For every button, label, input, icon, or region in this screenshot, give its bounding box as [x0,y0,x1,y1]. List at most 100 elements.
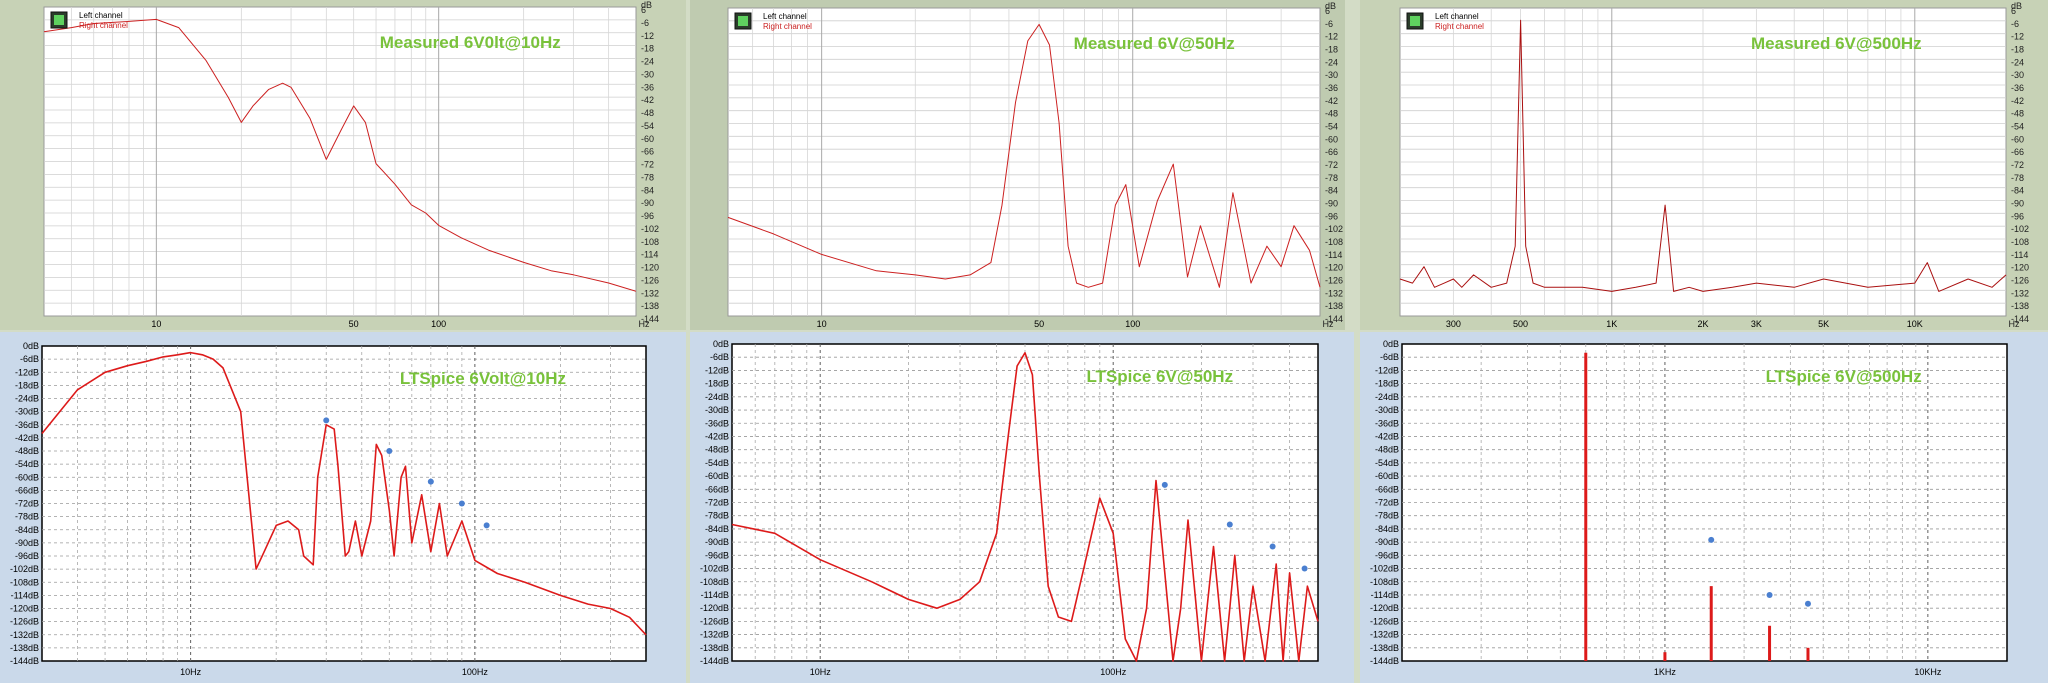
y-unit-label: dB [641,0,652,10]
y-tick-label: -120dB [700,603,729,613]
marker-point [1804,600,1811,607]
legend-right-channel: Right channel [763,22,812,31]
y-tick-label: -108dB [700,577,729,587]
y-tick-label: -30 [641,69,654,79]
y-tick-label: -84 [641,185,654,195]
y-tick-label: -102dB [700,564,729,574]
y-tick-label: -18dB [705,379,729,389]
y-tick-label: -114 [1325,250,1342,260]
y-unit-label: dB [1325,1,1336,11]
y-tick-label: -36 [641,82,654,92]
chart-panel-ltspice-50hz: 0dB -6dB -12dB -18dB -24dB -30dB -36dB -42dB -48… [690,332,1354,683]
y-tick-label: -54 [1325,122,1338,132]
y-tick-label: -54dB [15,459,39,469]
x-tick-label: 50 [349,319,359,329]
y-tick-label: -24 [1325,57,1338,67]
y-tick-label: -48dB [15,446,39,456]
y-tick-label: -36 [2011,83,2024,93]
y-tick-label: -6dB [710,352,729,362]
y-tick-label: -96 [641,211,654,221]
chart-measured-500hz: 6 -6 -12 -18 -24 -30 -36 -42 -48 -54 -60 -66 -72 -78 -… [1399,1,2029,329]
y-tick-label: -66 [1325,147,1338,157]
y-tick-label: -132 [1325,288,1343,298]
y-tick-label: -120 [2011,263,2029,273]
y-tick-label: -36dB [1375,418,1399,428]
y-tick-label: -90 [1325,199,1338,209]
y-tick-label: -96 [2011,211,2024,221]
x-tick-label: 10Hz [180,667,202,677]
y-tick-label: -36 [1325,83,1338,93]
y-tick-label: -114dB [701,590,729,600]
y-tick-label: -120 [1325,263,1343,273]
chart-ltspice-500hz: 0dB -6dB -12dB -18dB -24dB -30dB -36dB -42dB -48… [1370,339,2008,677]
y-tick-label: -84dB [705,524,729,534]
chart-title: Measured 6V@500Hz [1751,34,1922,53]
y-tick-label: -12dB [1375,365,1399,375]
y-tick-label: -126dB [700,616,729,626]
y-tick-label: -102 [2011,224,2029,234]
x-tick-label: 2K [1697,319,1708,329]
y-tick-label: -42 [1325,96,1338,106]
y-tick-label: 0dB [23,341,39,351]
y-tick-label: -30dB [705,405,729,415]
y-tick-label: -108 [1325,237,1343,247]
y-tick-label: -6 [2011,19,2019,29]
x-tick-label: 10 [817,319,827,329]
y-tick-label: -36dB [705,418,729,428]
y-tick-label: -84dB [1375,524,1399,534]
y-tick-label: -120dB [10,604,39,614]
legend-left-channel: Left channel [1435,12,1479,21]
y-tick-label: -78 [1325,173,1338,183]
x-tick-label: 10 [151,319,161,329]
y-tick-label: -132dB [700,630,729,640]
x-tick-label: 1K [1606,319,1617,329]
x-tick-label: 3K [1751,319,1762,329]
y-tick-label: -24 [2011,57,2024,67]
legend-icon-screen [54,15,64,25]
y-tick-label: -138 [641,301,659,311]
y-tick-label: -114dB [1371,590,1399,600]
y-tick-label: -138dB [700,643,729,653]
x-tick-label: 1KHz [1654,667,1677,677]
y-tick-label: -96dB [705,550,729,560]
y-tick-label: -72 [2011,160,2024,170]
y-tick-label: -66 [641,147,654,157]
y-tick-label: -30 [2011,70,2024,80]
chart-title: Measured 6V0lt@10Hz [380,33,561,52]
x-tick-label: 10KHz [1914,667,1942,677]
chart-panel-measured-50hz: 6 -6 -12 -18 -24 -30 -36 -42 -48 -54 -60 -66 -72 -78 -… [690,0,1345,330]
marker-point [323,417,330,424]
chart-panel-ltspice-500hz: 0dB -6dB -12dB -18dB -24dB -30dB -36dB -42dB -48… [1360,332,2048,683]
y-tick-label: -144 [2011,314,2029,324]
y-tick-label: -12dB [15,367,39,377]
y-tick-label: -48dB [705,445,729,455]
y-tick-label: -72 [1325,160,1338,170]
y-tick-label: -66dB [705,484,729,494]
chart-title: LTSpice 6V@50Hz [1086,367,1233,386]
y-tick-label: -90 [2011,199,2024,209]
y-tick-label: -12 [2011,32,2024,42]
y-tick-label: -102dB [10,564,39,574]
y-tick-label: -48 [641,108,654,118]
y-tick-label: -138 [1325,301,1343,311]
y-tick-label: -132 [641,288,659,298]
y-unit-label: dB [2011,1,2022,11]
y-tick-label: -36dB [15,420,39,430]
legend-left-channel: Left channel [763,12,807,21]
y-tick-label: -126 [1325,276,1343,286]
y-tick-label: -108 [2011,237,2029,247]
y-tick-label: -120dB [1370,603,1399,613]
marker-point [1301,565,1308,572]
marker-point [386,448,393,454]
y-tick-label: -84dB [15,525,39,535]
y-tick-label: -6dB [20,354,39,364]
y-tick-label: -126 [2011,276,2029,286]
marker-point [1269,543,1276,550]
y-tick-label: -144dB [1370,656,1399,666]
series-line [727,23,1321,288]
y-tick-label: -102 [1325,224,1343,234]
series-line [43,18,637,292]
x-tick-label: 100 [431,319,446,329]
marker-point [483,522,490,529]
y-tick-label: -108dB [10,577,39,587]
